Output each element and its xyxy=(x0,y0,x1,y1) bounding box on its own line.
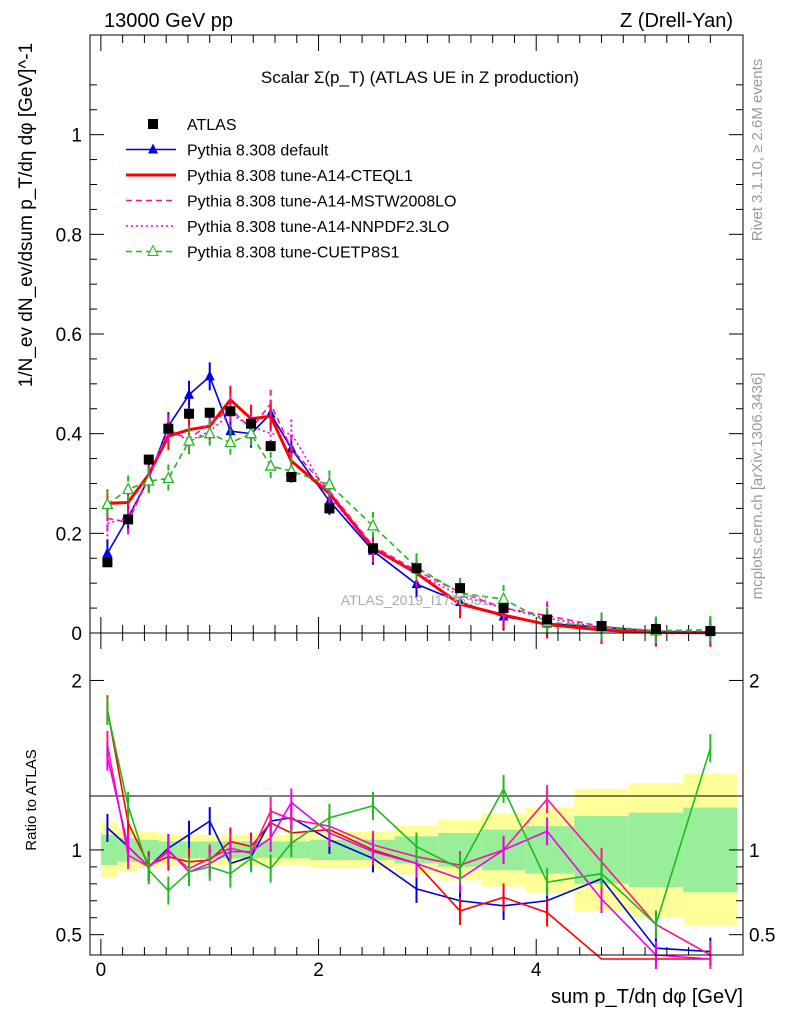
atlas-data-point xyxy=(324,503,335,514)
legend-label: Pythia 8.308 default xyxy=(187,143,329,160)
series-marker xyxy=(323,477,336,490)
side-label-mcplots: mcplots.cern.ch [arXiv:1306.3436] xyxy=(749,373,766,600)
atlas-data-point xyxy=(246,418,257,429)
x-tick-label: 4 xyxy=(531,960,542,981)
atlas-data-point xyxy=(123,514,134,525)
main-y-axis-label: 1/N_ev dN_ev/dsum p_T/dη dφ [GeV]^-1 xyxy=(16,43,37,387)
header-left: 13000 GeV pp xyxy=(104,10,233,32)
series-marker xyxy=(204,370,215,381)
legend-label: ATLAS xyxy=(187,117,237,134)
main-title: Scalar Σ(p_T) (ATLAS UE in Z production) xyxy=(261,68,579,87)
atlas-data-point xyxy=(143,454,154,465)
ratio-y-tick-label-right: 2 xyxy=(749,671,760,692)
series-marker xyxy=(245,426,258,439)
atlas-data-point xyxy=(163,423,174,434)
series-marker xyxy=(366,518,380,531)
legend-label: Pythia 8.308 tune-CUETP8S1 xyxy=(187,245,400,262)
series-marker xyxy=(101,496,114,510)
y-tick-label: 0.4 xyxy=(56,425,83,446)
legend-label: Pythia 8.308 tune-A14-MSTW2008LO xyxy=(187,194,456,211)
main-axis-ticks: 0 0.2 0.4 0.6 0.8 1 xyxy=(56,35,743,955)
watermark: ATLAS_2019_I1736531 xyxy=(341,592,490,608)
legend-marker xyxy=(148,119,158,129)
atlas-data-point xyxy=(225,406,236,417)
ratio-plot-panel: 0.5 0.5 1 1 2 2 Ratio to ATLAS xyxy=(23,632,776,969)
atlas-data-point xyxy=(102,557,113,568)
atlas-data-point xyxy=(411,563,422,574)
y-tick-label: 0.6 xyxy=(56,325,82,346)
legend: ATLAS Pythia 8.308 default Pythia 8.308 tu… xyxy=(126,117,456,262)
y-tick-label: 0 xyxy=(71,624,82,645)
series-marker xyxy=(224,435,237,448)
ratio-y-tick-label: 2 xyxy=(71,671,82,692)
ratio-band-green xyxy=(628,812,684,888)
legend-marker xyxy=(147,244,159,256)
y-tick-label: 1 xyxy=(71,126,82,147)
atlas-data-point xyxy=(367,543,378,554)
series-marker xyxy=(122,482,135,495)
series-marker xyxy=(184,388,195,399)
ratio-y-tick-label: 1 xyxy=(71,841,82,862)
y-tick-label: 0.8 xyxy=(56,225,82,246)
ratio-y-tick-label-right: 0.5 xyxy=(749,926,775,947)
ratio-y-tick-label: 0.5 xyxy=(56,926,82,947)
main-plot-panel: 0 0.2 0.4 0.6 0.8 1 Scalar Σ(p_T) (ATLAS UE i… xyxy=(16,34,744,955)
ratio-band-green xyxy=(100,834,118,866)
legend-marker xyxy=(148,143,158,154)
atlas-data-point xyxy=(542,614,553,625)
ratio-series-layer xyxy=(106,695,712,969)
x-tick-label: 2 xyxy=(313,960,324,981)
ratio-axis-ticks: 0.5 0.5 1 1 2 2 xyxy=(56,671,776,946)
x-tick-labels: 0 2 4 xyxy=(96,960,542,981)
atlas-data-point xyxy=(204,407,215,418)
atlas-data-point xyxy=(498,603,509,614)
x-tick-label: 0 xyxy=(96,960,107,981)
ratio-y-tick-label-right: 1 xyxy=(749,841,760,862)
atlas-data-point xyxy=(455,583,466,594)
x-axis-label: sum p_T/dη dφ [GeV] xyxy=(551,986,743,1008)
side-label-rivet: Rivet 3.1.10, ≥ 2.6M events xyxy=(749,59,766,242)
series-marker xyxy=(182,433,196,446)
ratio-plot-frame xyxy=(89,632,744,956)
atlas-data-point xyxy=(265,441,276,452)
series-marker xyxy=(203,426,216,439)
legend-label: Pythia 8.308 tune-A14-CTEQL1 xyxy=(187,168,413,185)
header-right: Z (Drell-Yan) xyxy=(620,10,733,32)
series-marker xyxy=(497,591,510,604)
atlas-data-point xyxy=(650,624,661,635)
ratio-y-axis-label: Ratio to ATLAS xyxy=(23,749,40,850)
atlas-data-point xyxy=(286,472,297,483)
atlas-data-point xyxy=(705,626,716,637)
atlas-data-point xyxy=(184,408,195,419)
series-marker xyxy=(264,458,277,471)
y-tick-label: 0.2 xyxy=(56,524,82,545)
ratio-band-green xyxy=(683,807,738,893)
series-marker xyxy=(162,471,175,484)
legend-label: Pythia 8.308 tune-A14-NNPDF2.3LO xyxy=(187,219,449,236)
atlas-data-point xyxy=(596,621,607,632)
series-marker xyxy=(142,473,155,486)
ratio-uncertainty-bands xyxy=(100,773,738,927)
ratio-band-green xyxy=(310,839,352,861)
main-series-layer xyxy=(101,362,717,647)
series-marker xyxy=(102,547,113,558)
